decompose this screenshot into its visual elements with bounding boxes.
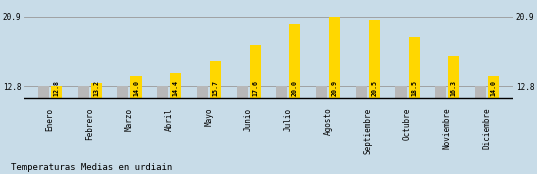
Bar: [448, 56, 460, 98]
Bar: [369, 20, 380, 98]
Bar: [475, 86, 486, 98]
Text: 13.2: 13.2: [93, 80, 99, 96]
Text: 15.7: 15.7: [213, 80, 219, 96]
Bar: [436, 86, 446, 98]
Text: 17.6: 17.6: [252, 80, 258, 96]
Bar: [38, 86, 49, 98]
Bar: [316, 86, 327, 98]
Text: 20.0: 20.0: [292, 80, 298, 96]
Bar: [210, 61, 221, 98]
Bar: [409, 37, 420, 98]
Bar: [117, 86, 128, 98]
Bar: [91, 83, 101, 98]
Text: Temperaturas Medias en urdiain: Temperaturas Medias en urdiain: [11, 163, 172, 172]
Bar: [157, 86, 168, 98]
Text: 18.5: 18.5: [411, 80, 417, 96]
Bar: [250, 45, 261, 98]
Text: 14.0: 14.0: [133, 80, 139, 96]
Text: 20.9: 20.9: [332, 80, 338, 96]
Text: 12.8: 12.8: [54, 80, 60, 96]
Bar: [77, 86, 89, 98]
Bar: [276, 86, 287, 98]
Bar: [197, 86, 208, 98]
Bar: [289, 24, 301, 98]
Text: 20.5: 20.5: [372, 80, 378, 96]
Bar: [236, 86, 248, 98]
Bar: [395, 86, 407, 98]
Bar: [488, 76, 499, 98]
Text: 14.4: 14.4: [173, 80, 179, 96]
Bar: [51, 86, 62, 98]
Text: 16.3: 16.3: [451, 80, 457, 96]
Bar: [170, 73, 182, 98]
Bar: [130, 76, 142, 98]
Text: 14.0: 14.0: [491, 80, 497, 96]
Bar: [355, 86, 367, 98]
Bar: [329, 17, 340, 98]
